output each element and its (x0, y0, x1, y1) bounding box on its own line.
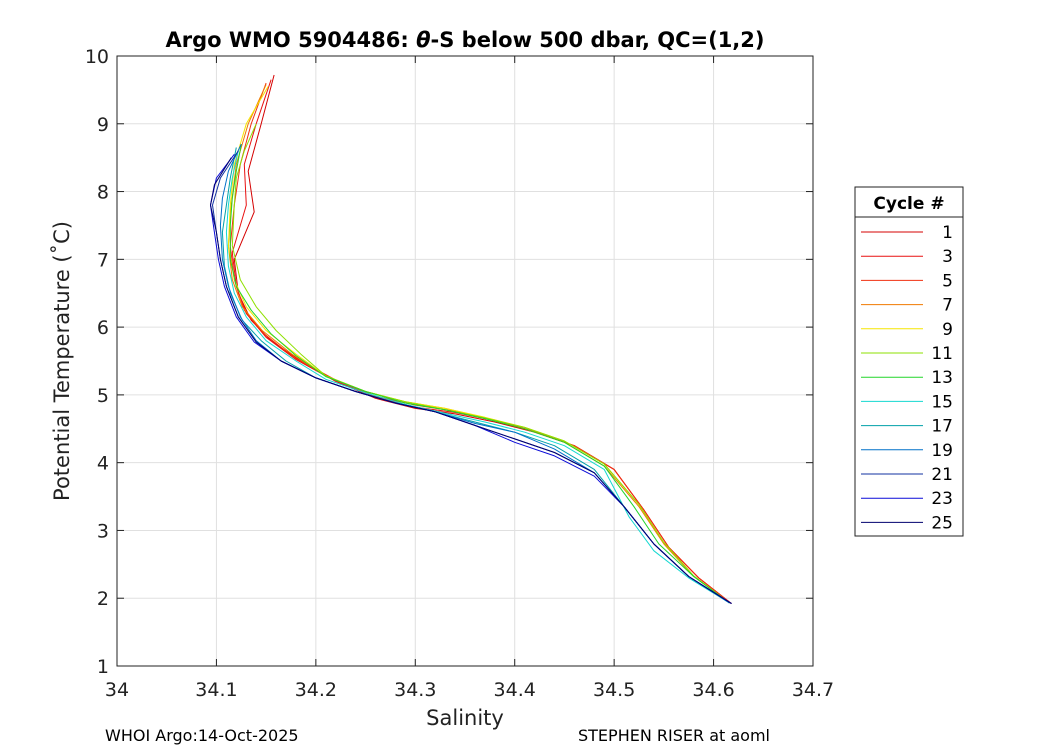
footer-left: WHOI Argo:14-Oct-2025 (105, 726, 299, 745)
legend-label-cycle-13: 13 (931, 368, 953, 388)
y-tick-label: 4 (97, 453, 109, 475)
grid-lines (117, 56, 813, 666)
y-tick-label: 9 (97, 114, 109, 136)
legend-title: Cycle # (873, 194, 944, 214)
x-tick-label: 34 (105, 679, 129, 701)
legend-label-cycle-3: 3 (942, 247, 953, 267)
legend-label-cycle-21: 21 (931, 465, 953, 485)
legend-label-cycle-1: 1 (942, 223, 953, 243)
y-tick-label: 8 (97, 182, 109, 204)
y-axis-label: Potential Temperature (˚C) (50, 221, 74, 501)
series-line-cycle-13 (229, 144, 730, 604)
x-tick-label: 34.7 (792, 679, 834, 701)
legend-label-cycle-17: 17 (931, 417, 953, 437)
y-tick-label: 7 (97, 249, 109, 271)
y-tick-label: 5 (97, 385, 109, 407)
title-suffix: -S below 500 dbar, QC=(1,2) (431, 28, 765, 52)
y-tick-label: 3 (97, 520, 109, 542)
footer-right: STEPHEN RISER at aoml (578, 726, 770, 745)
x-tick-label: 34.6 (692, 679, 734, 701)
legend-label-cycle-11: 11 (931, 344, 953, 364)
series-group (210, 74, 732, 605)
title-prefix: Argo WMO 5904486: (165, 28, 416, 52)
series-line-cycle-15 (225, 150, 730, 604)
chart-title: Argo WMO 5904486: θ-S below 500 dbar, QC… (165, 28, 764, 52)
series-line-cycle-25 (210, 157, 732, 605)
x-axis-label: Salinity (426, 706, 504, 730)
x-tick-label: 34.4 (494, 679, 536, 701)
legend-label-cycle-23: 23 (931, 489, 953, 509)
legend-label-cycle-5: 5 (942, 271, 953, 291)
x-tick-label: 34.2 (295, 679, 337, 701)
title-theta-symbol: θ (416, 28, 430, 52)
legend-label-cycle-25: 25 (931, 513, 953, 533)
y-tick-label: 1 (97, 656, 109, 678)
x-tick-label: 34.3 (394, 679, 436, 701)
x-tick-label: 34.1 (195, 679, 237, 701)
plot-frame (116, 55, 814, 667)
legend-label-cycle-7: 7 (942, 296, 953, 316)
legend-label-cycle-9: 9 (942, 320, 953, 340)
legend-box (854, 186, 964, 537)
tick-labels: 34 34.1 34.2 34.3 34.4 34.5 34.6 34.71234567891… (85, 46, 834, 701)
x-tick-label: 34.5 (593, 679, 635, 701)
y-tick-label: 10 (85, 46, 109, 68)
legend-label-cycle-15: 15 (931, 392, 953, 412)
y-tick-label: 2 (97, 588, 109, 610)
y-tick-label: 6 (97, 317, 109, 339)
plot-area (117, 56, 813, 666)
legend-label-cycle-19: 19 (931, 441, 953, 461)
